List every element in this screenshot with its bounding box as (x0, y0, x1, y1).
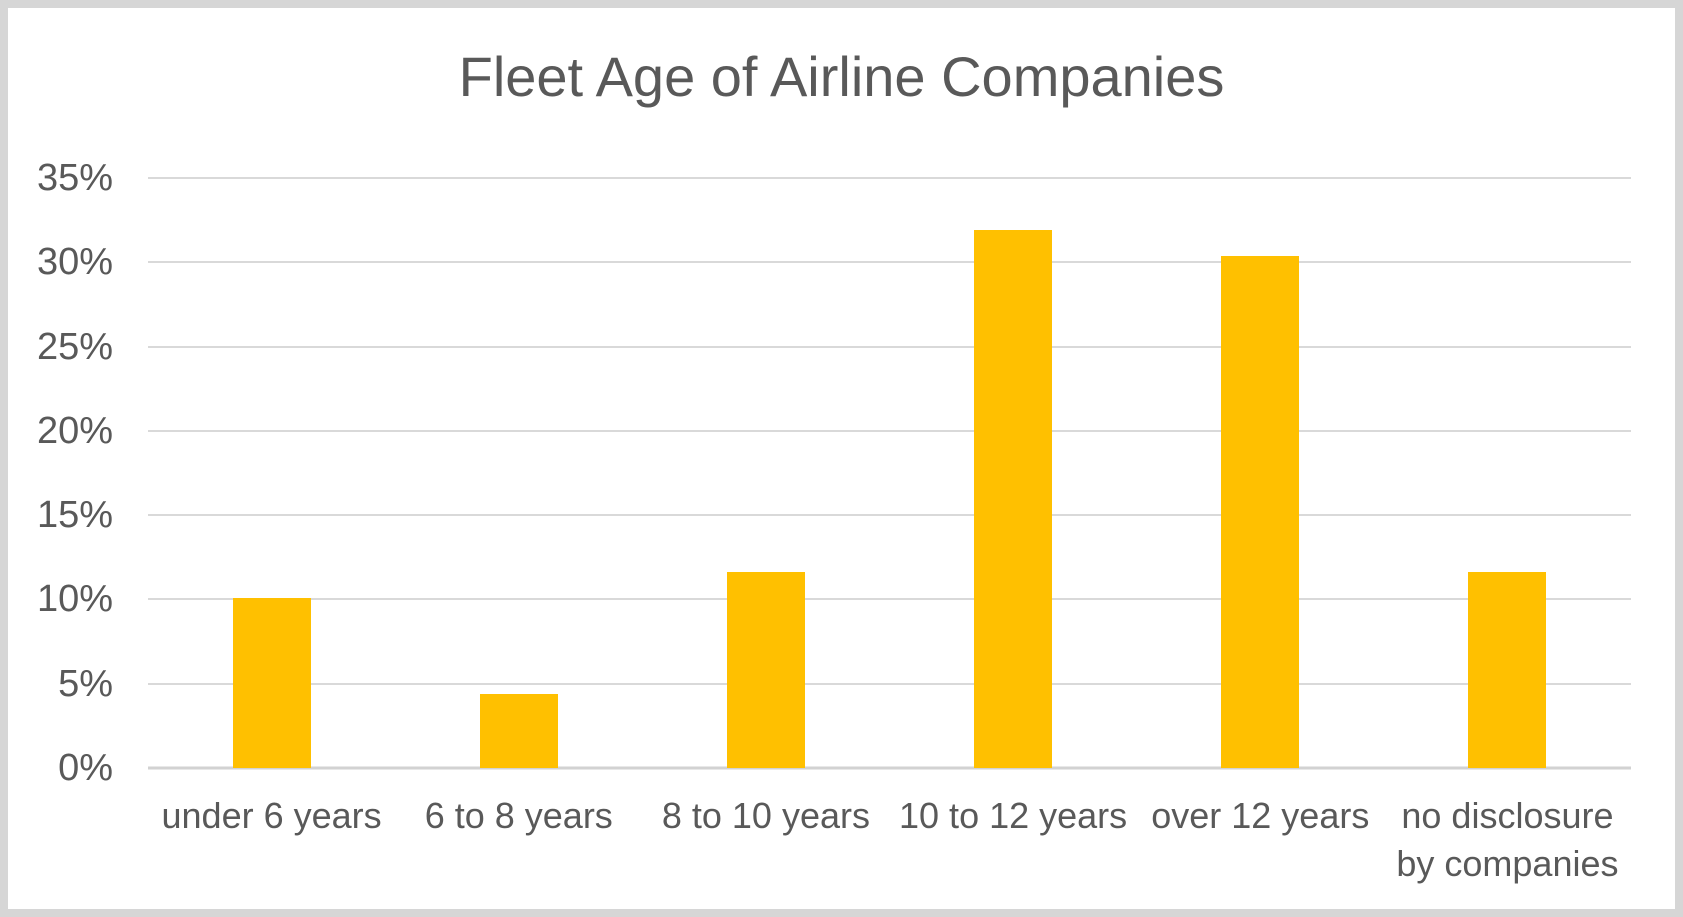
y-axis-tick-label: 0% (58, 747, 113, 789)
x-axis-category-label-no-disclosure-by-companies: no disclosure by companies (1396, 795, 1619, 884)
bar-8-to-10-years (726, 572, 805, 768)
x-axis-category-label-10-to-12-years: 10 to 12 years (899, 795, 1128, 836)
bar-no-disclosure-by-companies (1468, 572, 1547, 768)
x-axis-category-label-6-to-8-years: 6 to 8 years (424, 795, 613, 836)
y-axis-tick-label: 20% (36, 409, 113, 452)
bar-slot-over-12-years (1137, 178, 1384, 768)
gridline (148, 598, 1631, 601)
y-axis-tick-label: 30% (36, 241, 113, 284)
x-axis-category-label-8-to-10-years: 8 to 10 years (661, 795, 870, 836)
gridline (148, 261, 1631, 264)
bar-10-to-12-years (974, 230, 1053, 768)
x-axis-labels-row: under 6 years 6 to 8 years 8 to 10 years 10… (148, 768, 1631, 887)
y-axis-tick-label: 25% (36, 325, 113, 368)
x-axis-category-label-under-6-years: under 6 years (161, 795, 382, 836)
gridline (148, 514, 1631, 517)
chart-title: Fleet Age of Airline Companies (458, 45, 1225, 108)
bars-row (148, 178, 1631, 768)
bar-slot-6-to-8-years (395, 178, 642, 768)
bar-slot-8-to-10-years (642, 178, 889, 768)
y-axis-tick-label: 5% (58, 662, 113, 705)
gridline (148, 682, 1631, 685)
y-axis-tick-label: 35% (36, 157, 113, 199)
gridline (148, 345, 1631, 348)
bar-slot-no-disclosure-by-companies (1384, 178, 1631, 768)
y-axis-tick-label: 15% (36, 494, 113, 537)
x-axis-line (148, 766, 1631, 770)
y-axis-tick-label: 10% (36, 578, 113, 621)
plot-area (148, 177, 1631, 770)
bar-slot-10-to-12-years (890, 178, 1137, 768)
x-axis-category-label-over-12-years: over 12 years (1151, 795, 1370, 836)
y-axis-tick-gutter: 35% 30% 25% 20% 15% 10% 5% 0% (8, 159, 113, 787)
gridline (148, 429, 1631, 432)
bar-slot-under-6-years (148, 178, 395, 768)
bar-over-12-years (1221, 255, 1300, 768)
bar-under-6-years (232, 597, 311, 768)
gridline (148, 177, 1631, 179)
bar-6-to-8-years (479, 693, 558, 768)
